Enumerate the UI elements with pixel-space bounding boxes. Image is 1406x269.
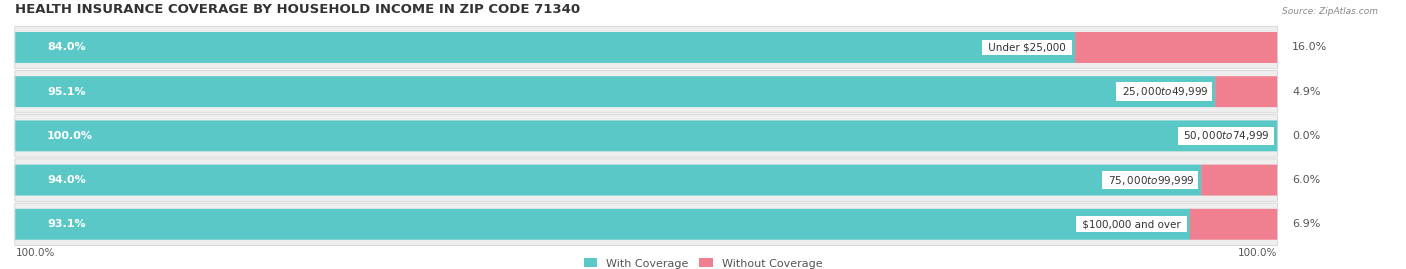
Text: 6.9%: 6.9% — [1292, 219, 1320, 229]
FancyBboxPatch shape — [15, 32, 1076, 63]
FancyBboxPatch shape — [15, 203, 1278, 246]
FancyBboxPatch shape — [1215, 76, 1277, 107]
FancyBboxPatch shape — [15, 76, 1215, 107]
Text: 4.9%: 4.9% — [1292, 87, 1320, 97]
FancyBboxPatch shape — [15, 209, 1189, 240]
Legend: With Coverage, Without Coverage: With Coverage, Without Coverage — [583, 259, 823, 269]
FancyBboxPatch shape — [15, 26, 1278, 69]
Text: HEALTH INSURANCE COVERAGE BY HOUSEHOLD INCOME IN ZIP CODE 71340: HEALTH INSURANCE COVERAGE BY HOUSEHOLD I… — [15, 3, 581, 16]
Text: $50,000 to $74,999: $50,000 to $74,999 — [1181, 129, 1271, 142]
FancyBboxPatch shape — [15, 159, 1278, 201]
Text: Source: ZipAtlas.com: Source: ZipAtlas.com — [1282, 7, 1378, 16]
FancyBboxPatch shape — [15, 165, 1202, 196]
Text: 93.1%: 93.1% — [46, 219, 86, 229]
FancyBboxPatch shape — [15, 121, 1277, 151]
Text: 100.0%: 100.0% — [15, 248, 55, 258]
Text: 100.0%: 100.0% — [1237, 248, 1277, 258]
FancyBboxPatch shape — [1201, 165, 1277, 196]
FancyBboxPatch shape — [1076, 32, 1277, 63]
Text: $25,000 to $49,999: $25,000 to $49,999 — [1119, 85, 1209, 98]
FancyBboxPatch shape — [15, 70, 1278, 113]
Text: 0.0%: 0.0% — [1292, 131, 1320, 141]
Text: 100.0%: 100.0% — [46, 131, 93, 141]
Text: 16.0%: 16.0% — [1292, 43, 1327, 52]
Text: 84.0%: 84.0% — [46, 43, 86, 52]
FancyBboxPatch shape — [15, 115, 1278, 157]
Text: $100,000 and over: $100,000 and over — [1078, 219, 1184, 229]
Text: 6.0%: 6.0% — [1292, 175, 1320, 185]
Text: 95.1%: 95.1% — [46, 87, 86, 97]
FancyBboxPatch shape — [1189, 209, 1277, 240]
Text: $75,000 to $99,999: $75,000 to $99,999 — [1105, 174, 1195, 187]
Text: Under $25,000: Under $25,000 — [984, 43, 1069, 52]
Text: 94.0%: 94.0% — [46, 175, 86, 185]
